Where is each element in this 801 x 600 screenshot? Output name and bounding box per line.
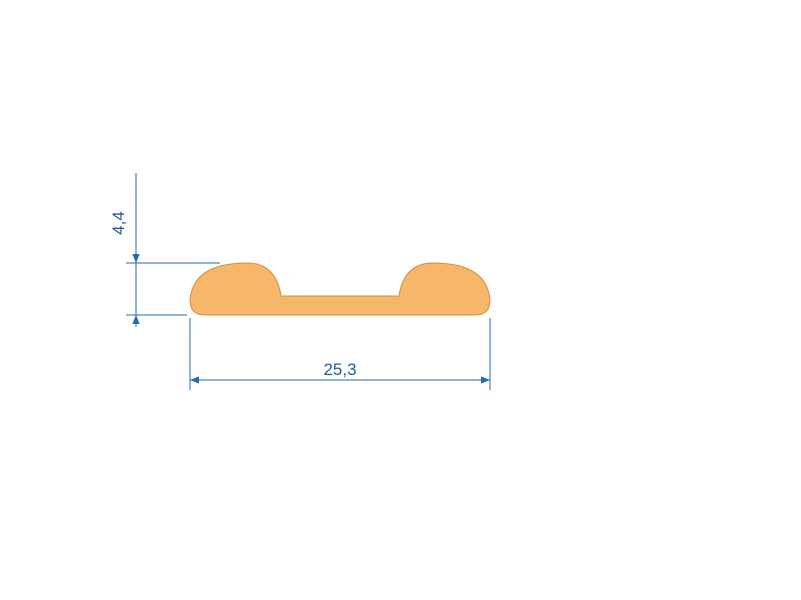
dim-height-label: 4,4 — [109, 211, 128, 235]
dim-width: 25,3 — [190, 318, 490, 390]
profile-shape — [190, 263, 490, 315]
technical-drawing: 25,3 4,4 — [0, 0, 801, 600]
dim-height-arrow-bottom — [132, 315, 139, 324]
dim-height-arrow-top — [132, 254, 139, 263]
dim-width-arrow-left — [190, 376, 199, 383]
drawing-canvas: 25,3 4,4 — [0, 0, 801, 600]
dim-width-arrow-right — [481, 376, 490, 383]
dim-width-label: 25,3 — [323, 360, 356, 379]
